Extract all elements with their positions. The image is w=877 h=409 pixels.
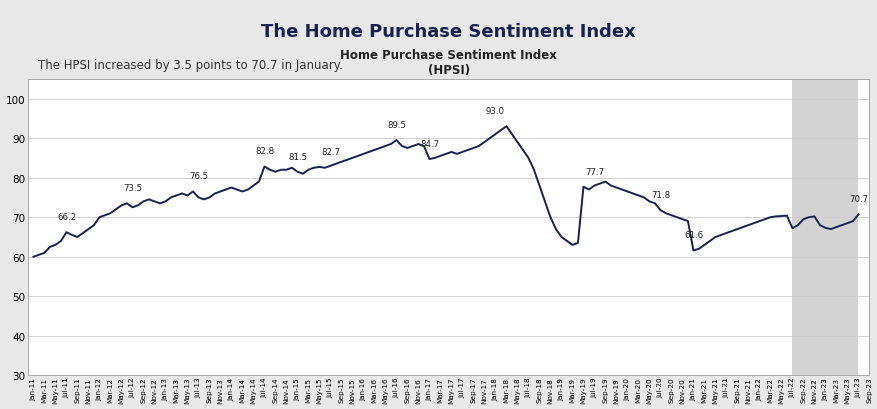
- Text: 66.2: 66.2: [57, 213, 76, 222]
- Bar: [792, 79, 858, 375]
- Text: 71.8: 71.8: [650, 191, 669, 200]
- Text: 61.6: 61.6: [683, 231, 702, 240]
- Text: 82.8: 82.8: [254, 147, 274, 156]
- Text: 89.5: 89.5: [387, 121, 405, 130]
- Text: The HPSI increased by 3.5 points to 70.7 in January.: The HPSI increased by 3.5 points to 70.7…: [38, 59, 343, 72]
- Text: 81.5: 81.5: [288, 152, 307, 161]
- Text: 76.5: 76.5: [189, 172, 208, 181]
- Text: 70.7: 70.7: [848, 195, 867, 204]
- Text: 93.0: 93.0: [485, 107, 504, 116]
- Text: 77.7: 77.7: [584, 167, 603, 176]
- Title: Home Purchase Sentiment Index
(HPSI): Home Purchase Sentiment Index (HPSI): [340, 49, 557, 77]
- Text: The Home Purchase Sentiment Index: The Home Purchase Sentiment Index: [261, 23, 635, 41]
- Text: 82.7: 82.7: [320, 148, 339, 157]
- Text: 84.7: 84.7: [419, 139, 438, 148]
- Text: 73.5: 73.5: [123, 184, 142, 193]
